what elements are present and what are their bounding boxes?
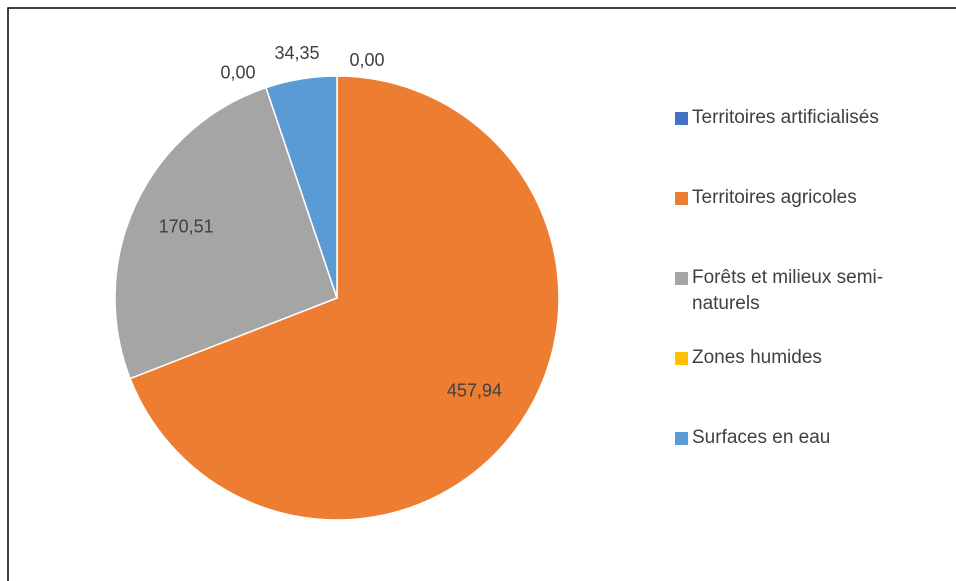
legend-swatch — [675, 112, 688, 125]
legend-swatch — [675, 192, 688, 205]
legend-item: Forêts et milieux semi-naturels — [675, 265, 945, 345]
legend-swatch — [675, 352, 688, 365]
data-label: 457,94 — [447, 381, 502, 401]
legend-label: Surfaces en eau — [692, 427, 831, 448]
legend-swatch — [675, 272, 688, 285]
legend-label: Territoires agricoles — [692, 187, 857, 208]
pie-slice — [129, 75, 560, 521]
legend-item: Surfaces en eau — [675, 425, 945, 505]
legend-item: Territoires agricoles — [675, 185, 945, 265]
legend-label: Territoires artificialisés — [692, 107, 879, 128]
data-label: 34,35 — [274, 43, 319, 63]
legend-label: Forêts et milieux semi-naturels — [692, 267, 884, 314]
data-label: 0,00 — [220, 63, 255, 83]
pie-slice — [265, 75, 338, 299]
chart-frame — [7, 7, 956, 581]
data-label: 0,00 — [349, 50, 384, 70]
data-label: 170,51 — [159, 216, 214, 236]
legend-label: Zones humides — [692, 347, 822, 368]
legend-item: Territoires artificialisés — [675, 105, 945, 185]
legend: Territoires artificialisés Territoires ag… — [675, 105, 945, 505]
pie-slice — [114, 86, 338, 380]
legend-item: Zones humides — [675, 345, 945, 425]
legend-swatch — [675, 432, 688, 445]
